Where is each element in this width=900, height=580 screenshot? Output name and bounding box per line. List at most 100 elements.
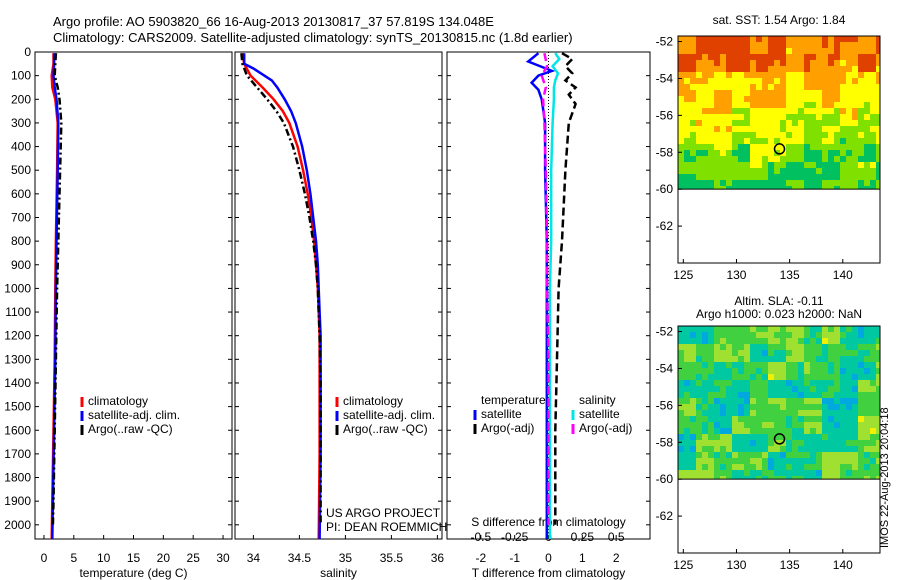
- map-cell: [822, 60, 828, 66]
- map-cell: [678, 332, 684, 338]
- map-cell: [738, 42, 744, 48]
- map-cell: [810, 380, 816, 386]
- map-cell: [678, 186, 684, 190]
- depth-tick-label: 1800: [4, 471, 31, 485]
- map-cell: [702, 338, 708, 344]
- map-cell: [750, 144, 756, 150]
- map-cell: [744, 338, 750, 344]
- map-cell: [786, 54, 792, 60]
- map-cell: [684, 452, 690, 458]
- map-cell: [858, 374, 864, 380]
- map-cell: [852, 168, 858, 174]
- map-cell: [852, 326, 858, 332]
- map-cell: [840, 126, 846, 132]
- map-cell: [834, 338, 840, 344]
- map-cell: [852, 332, 858, 338]
- map-cell: [768, 108, 774, 114]
- map-cell: [834, 144, 840, 150]
- map-cell: [720, 434, 726, 440]
- map-cell: [768, 398, 774, 404]
- map-cell: [750, 398, 756, 404]
- map-cell: [774, 138, 780, 144]
- map-cell: [816, 422, 822, 428]
- x-tick-label: 0: [545, 551, 552, 565]
- depth-tick-label: 1500: [4, 400, 31, 414]
- map-cell: [828, 66, 834, 72]
- map-cell: [708, 434, 714, 440]
- x2-tick-label: -0.25: [501, 530, 529, 544]
- map-cell: [690, 108, 696, 114]
- map-cell: [840, 326, 846, 332]
- map-cell: [708, 386, 714, 392]
- map-cell: [744, 90, 750, 96]
- map-cell: [684, 434, 690, 440]
- map-y-tick-label: -52: [656, 325, 674, 339]
- map-cell: [816, 186, 822, 190]
- map-cell: [756, 332, 762, 338]
- map-cell: [780, 338, 786, 344]
- map-cell: [750, 476, 756, 480]
- map-cell: [762, 422, 768, 428]
- map-cell: [846, 156, 852, 162]
- map-cell: [738, 54, 744, 60]
- x-tick-label: -1: [509, 551, 520, 565]
- map-cell: [720, 362, 726, 368]
- map-cell: [810, 174, 816, 180]
- map-cell: [864, 332, 870, 338]
- map-cell: [756, 344, 762, 350]
- map-cell: [708, 162, 714, 168]
- map-cell: [786, 72, 792, 78]
- map-cell: [774, 186, 780, 190]
- map-cell: [840, 150, 846, 156]
- map-cell: [870, 404, 876, 410]
- map-cell: [726, 78, 732, 84]
- map-cell: [816, 368, 822, 374]
- map-cell: [816, 168, 822, 174]
- map-cell: [828, 120, 834, 126]
- map-cell: [690, 344, 696, 350]
- map-cell: [822, 416, 828, 422]
- map-cell: [810, 48, 816, 54]
- map-cell: [732, 326, 738, 332]
- map-cell: [864, 470, 870, 476]
- map-cell: [852, 138, 858, 144]
- map-cell: [804, 356, 810, 362]
- map-cell: [870, 368, 876, 374]
- map-cell: [702, 144, 708, 150]
- map-cell: [864, 386, 870, 392]
- map-cell: [732, 102, 738, 108]
- map-cell: [840, 458, 846, 464]
- map-cell: [738, 78, 744, 84]
- map-cell: [804, 72, 810, 78]
- map-cell: [876, 338, 880, 344]
- map-cell: [816, 126, 822, 132]
- map-cell: [822, 156, 828, 162]
- map-cell: [864, 78, 870, 84]
- map-cell: [876, 440, 880, 446]
- map-cell: [876, 120, 880, 126]
- map-cell: [828, 174, 834, 180]
- map-cell: [852, 174, 858, 180]
- map-cell: [756, 78, 762, 84]
- map-cell: [678, 84, 684, 90]
- map-cell: [696, 168, 702, 174]
- map-cell: [768, 120, 774, 126]
- map-cell: [744, 144, 750, 150]
- map-cell: [816, 338, 822, 344]
- map-cell: [726, 60, 732, 66]
- map-cell: [804, 126, 810, 132]
- map-cell: [828, 48, 834, 54]
- legend-entry: satellite: [481, 407, 522, 421]
- map-cell: [762, 114, 768, 120]
- map-cell: [708, 90, 714, 96]
- map-cell: [846, 446, 852, 452]
- map-cell: [708, 338, 714, 344]
- map-cell: [798, 48, 804, 54]
- map-cell: [810, 356, 816, 362]
- map-cell: [834, 90, 840, 96]
- depth-tick-label: 2000: [4, 518, 31, 532]
- map-cell: [804, 458, 810, 464]
- map-cell: [720, 386, 726, 392]
- map-cell: [858, 398, 864, 404]
- map-cell: [840, 78, 846, 84]
